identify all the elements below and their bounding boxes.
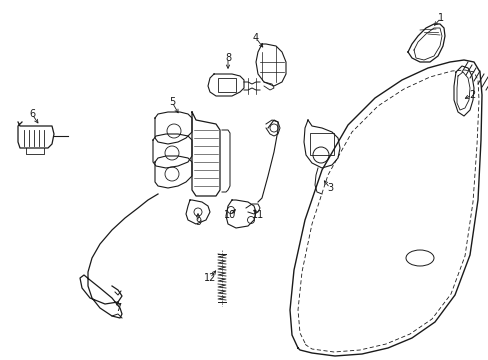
Ellipse shape: [405, 250, 433, 266]
Text: 4: 4: [252, 33, 259, 43]
Text: 8: 8: [224, 53, 231, 63]
Text: 10: 10: [224, 210, 236, 220]
Text: 6: 6: [29, 109, 35, 119]
Text: 12: 12: [203, 273, 216, 283]
Text: 7: 7: [115, 303, 121, 313]
Text: 5: 5: [168, 97, 175, 107]
Text: 11: 11: [251, 210, 264, 220]
Text: 2: 2: [468, 90, 474, 100]
Bar: [218, 78, 236, 92]
Text: 3: 3: [326, 183, 332, 193]
Bar: [309, 133, 333, 155]
Text: 9: 9: [195, 217, 201, 227]
Text: 1: 1: [437, 13, 443, 23]
